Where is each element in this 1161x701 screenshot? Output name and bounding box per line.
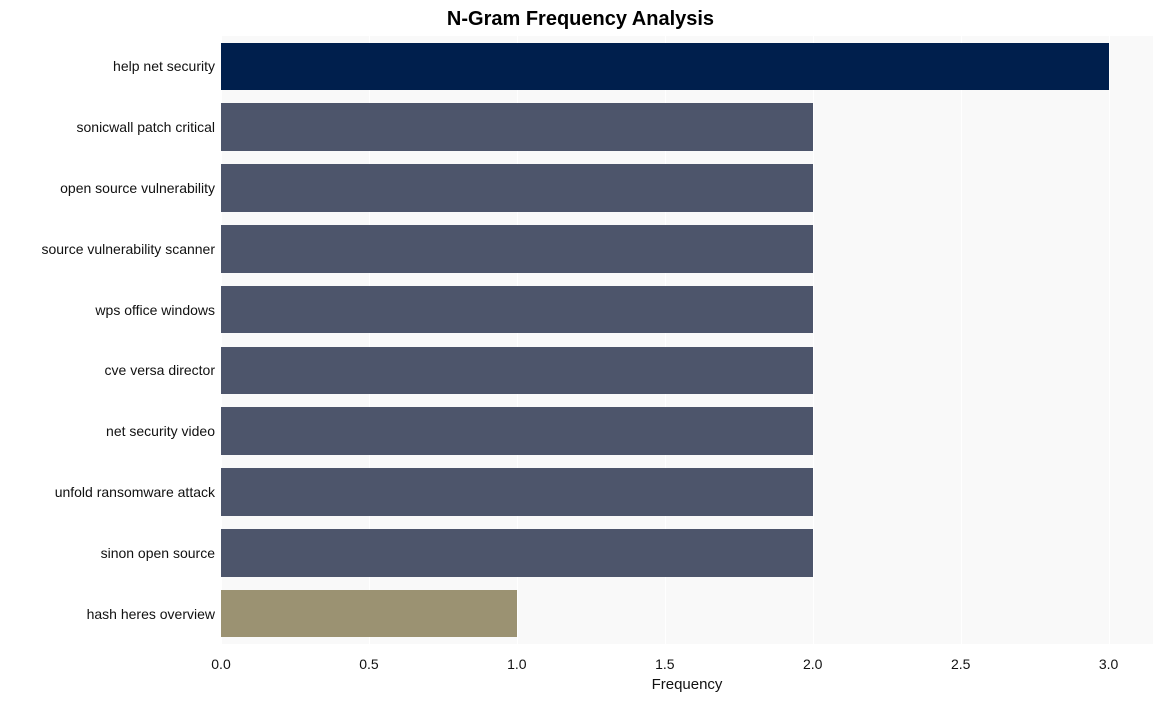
bar <box>221 43 1109 90</box>
x-tick-label: 0.5 <box>359 656 378 672</box>
gridline <box>1109 36 1110 644</box>
x-tick-label: 0.0 <box>211 656 230 672</box>
y-tick-label: wps office windows <box>95 302 215 318</box>
y-tick-label: unfold ransomware attack <box>55 484 215 500</box>
bar <box>221 468 813 515</box>
x-tick-label: 2.5 <box>951 656 970 672</box>
y-tick-label: cve versa director <box>105 362 215 378</box>
y-tick-label: sinon open source <box>101 545 215 561</box>
x-tick-label: 1.5 <box>655 656 674 672</box>
x-tick-label: 3.0 <box>1099 656 1118 672</box>
bar <box>221 164 813 211</box>
y-tick-label: open source vulnerability <box>60 180 215 196</box>
bar <box>221 529 813 576</box>
y-tick-label: hash heres overview <box>87 606 215 622</box>
gridline <box>961 36 962 644</box>
plot-area <box>221 36 1153 644</box>
bar <box>221 103 813 150</box>
gridline <box>813 36 814 644</box>
chart-container: N-Gram Frequency Analysis help net secur… <box>0 0 1161 701</box>
bar <box>221 407 813 454</box>
y-tick-label: net security video <box>106 423 215 439</box>
bar <box>221 286 813 333</box>
y-tick-label: help net security <box>113 58 215 74</box>
bar <box>221 347 813 394</box>
x-tick-label: 2.0 <box>803 656 822 672</box>
x-axis-label: Frequency <box>221 676 1153 693</box>
x-tick-label: 1.0 <box>507 656 526 672</box>
bar <box>221 590 517 637</box>
y-tick-label: sonicwall patch critical <box>77 119 216 135</box>
y-tick-label: source vulnerability scanner <box>41 241 215 257</box>
bar <box>221 225 813 272</box>
chart-title: N-Gram Frequency Analysis <box>0 8 1161 31</box>
